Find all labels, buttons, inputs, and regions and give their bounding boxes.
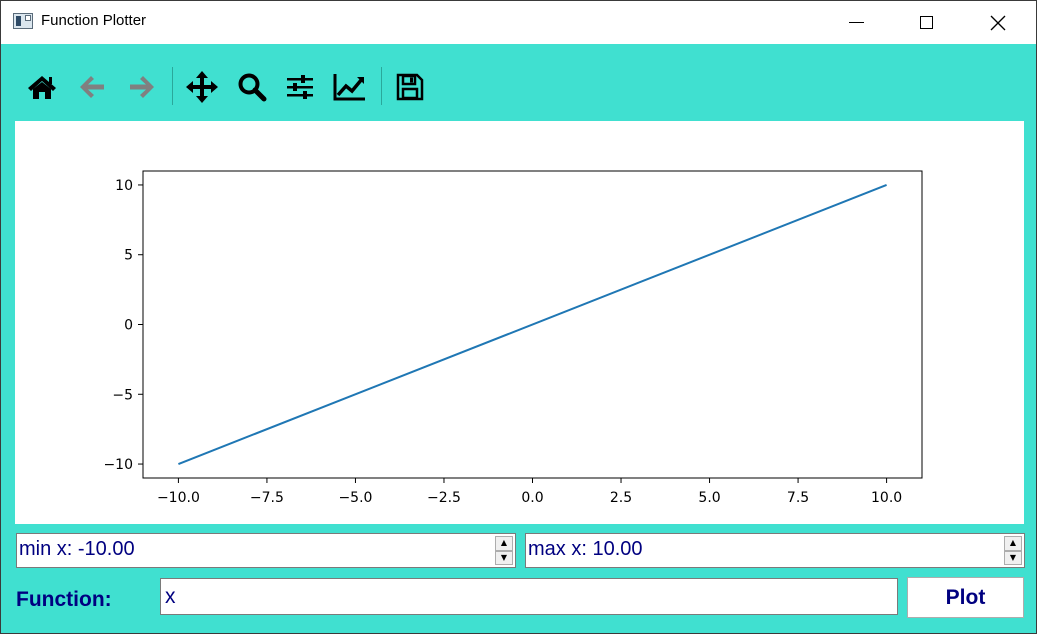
min-x-spinbox[interactable]: min x: -10.00 ▲ ▼	[16, 533, 516, 568]
x-tick-label: 5.0	[698, 490, 720, 506]
maximize-button[interactable]	[891, 1, 961, 44]
max-x-spinbox[interactable]: max x: 10.00 ▲ ▼	[525, 533, 1025, 568]
x-tick-label: −7.5	[250, 490, 284, 506]
navigation-toolbar	[15, 61, 1025, 113]
x-tick-label: 0.0	[521, 490, 543, 506]
y-tick-label: −10	[103, 457, 133, 473]
home-icon	[28, 76, 56, 99]
zoom-icon	[238, 73, 267, 102]
x-tick-label: 10.0	[871, 490, 902, 506]
min-x-increment-button[interactable]: ▲	[495, 536, 513, 551]
min-x-value: min x: -10.00	[19, 538, 135, 560]
edit-axis-icon	[333, 74, 365, 101]
y-tick-label: 10	[115, 178, 133, 194]
y-tick-label: 5	[124, 248, 133, 264]
close-icon	[990, 15, 1006, 30]
x-tick-label: −10.0	[157, 490, 200, 506]
forward-button[interactable]	[125, 69, 159, 105]
toolbar-separator	[172, 67, 173, 105]
plot-button[interactable]: Plot	[907, 577, 1024, 618]
window-title: Function Plotter	[41, 12, 147, 29]
max-x-decrement-button[interactable]: ▼	[1004, 550, 1022, 565]
minimize-icon	[848, 22, 864, 23]
pan-button[interactable]	[185, 69, 219, 105]
edit-axis-button[interactable]	[333, 69, 367, 105]
min-x-spin-arrows: ▲ ▼	[495, 536, 513, 565]
home-button[interactable]	[25, 69, 59, 105]
subplots-config-icon	[287, 75, 313, 99]
save-icon	[396, 73, 424, 101]
toolbar-separator	[381, 67, 382, 105]
minimize-button[interactable]	[821, 1, 891, 44]
x-tick-label: −2.5	[427, 490, 461, 506]
series-line	[178, 184, 887, 465]
y-tick-label: −5	[112, 387, 133, 403]
x-tick-label: 7.5	[787, 490, 809, 506]
max-x-value: max x: 10.00	[528, 538, 643, 560]
y-tick-label: 0	[124, 318, 133, 334]
maximize-icon	[919, 16, 933, 29]
app-icon	[13, 13, 33, 29]
min-x-decrement-button[interactable]: ▼	[495, 550, 513, 565]
function-label: Function:	[16, 588, 112, 611]
line-chart: −10.0 −7.5 −5.0 −2.5 0.0 2.5 5.0 7.5 10.0 −10 −5 0 5…	[103, 170, 923, 506]
close-button[interactable]	[963, 1, 1033, 44]
x-tick-label: 2.5	[610, 490, 632, 506]
save-button[interactable]	[393, 69, 427, 105]
forward-arrow-icon	[130, 76, 154, 98]
back-arrow-icon	[80, 76, 104, 98]
plot-canvas[interactable]: −10.0 −7.5 −5.0 −2.5 0.0 2.5 5.0 7.5 10.0 −10 −5 0 5…	[15, 121, 1024, 524]
pan-icon	[186, 71, 218, 103]
zoom-button[interactable]	[235, 69, 269, 105]
subplots-button[interactable]	[283, 69, 317, 105]
title-bar: Function Plotter	[1, 1, 1036, 44]
x-tick-label: −5.0	[338, 490, 372, 506]
function-input[interactable]: x	[160, 578, 898, 615]
back-button[interactable]	[75, 69, 109, 105]
max-x-increment-button[interactable]: ▲	[1004, 536, 1022, 551]
max-x-spin-arrows: ▲ ▼	[1004, 536, 1022, 565]
